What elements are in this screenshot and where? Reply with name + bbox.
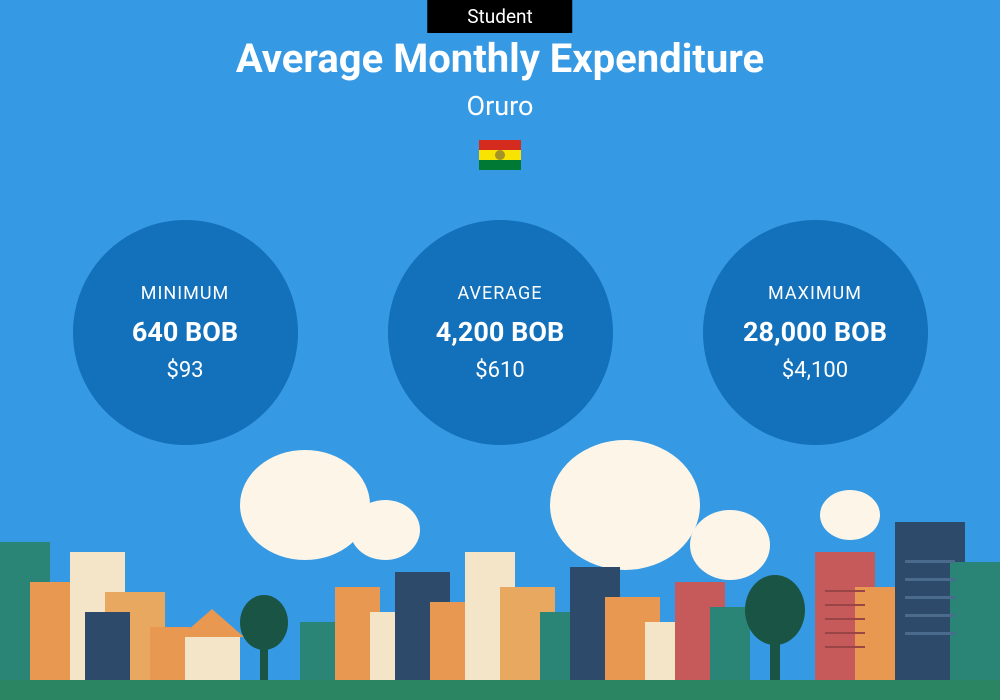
cloud bbox=[350, 500, 420, 560]
flag-icon bbox=[479, 140, 521, 170]
building bbox=[710, 607, 750, 682]
stat-usd: $93 bbox=[166, 358, 203, 383]
stat-label: MAXIMUM bbox=[768, 283, 862, 304]
building bbox=[85, 612, 130, 682]
stat-usd: $4,100 bbox=[782, 358, 848, 383]
stat-circle-maximum: MAXIMUM 28,000 BOB $4,100 bbox=[703, 220, 928, 445]
cloud bbox=[690, 510, 770, 580]
flag-stripe-red bbox=[479, 140, 521, 150]
tree-crown bbox=[240, 595, 288, 650]
ground bbox=[0, 680, 1000, 700]
stat-label: MINIMUM bbox=[141, 283, 229, 304]
flag-stripe-green bbox=[479, 160, 521, 170]
cloud bbox=[820, 490, 880, 540]
building bbox=[185, 637, 240, 682]
stat-usd: $610 bbox=[475, 358, 524, 383]
building bbox=[950, 562, 1000, 682]
stat-circle-minimum: MINIMUM 640 BOB $93 bbox=[73, 220, 298, 445]
window-detail bbox=[905, 550, 955, 650]
location-name: Oruro bbox=[0, 90, 1000, 122]
stat-value: 4,200 BOB bbox=[436, 316, 564, 348]
category-badge: Student bbox=[427, 0, 572, 33]
header: Average Monthly Expenditure Oruro bbox=[0, 35, 1000, 174]
cloud bbox=[550, 440, 700, 570]
stat-label: AVERAGE bbox=[458, 283, 543, 304]
window-detail bbox=[825, 580, 865, 660]
stat-circles: MINIMUM 640 BOB $93 AVERAGE 4,200 BOB $6… bbox=[0, 220, 1000, 445]
roof bbox=[180, 609, 244, 637]
stat-value: 640 BOB bbox=[132, 316, 238, 348]
cloud bbox=[240, 450, 370, 560]
stat-circle-average: AVERAGE 4,200 BOB $610 bbox=[388, 220, 613, 445]
page-title: Average Monthly Expenditure bbox=[0, 35, 1000, 82]
cityscape-illustration bbox=[0, 480, 1000, 700]
flag-emblem bbox=[495, 150, 505, 160]
stat-value: 28,000 BOB bbox=[743, 316, 887, 348]
tree-crown bbox=[745, 575, 805, 645]
